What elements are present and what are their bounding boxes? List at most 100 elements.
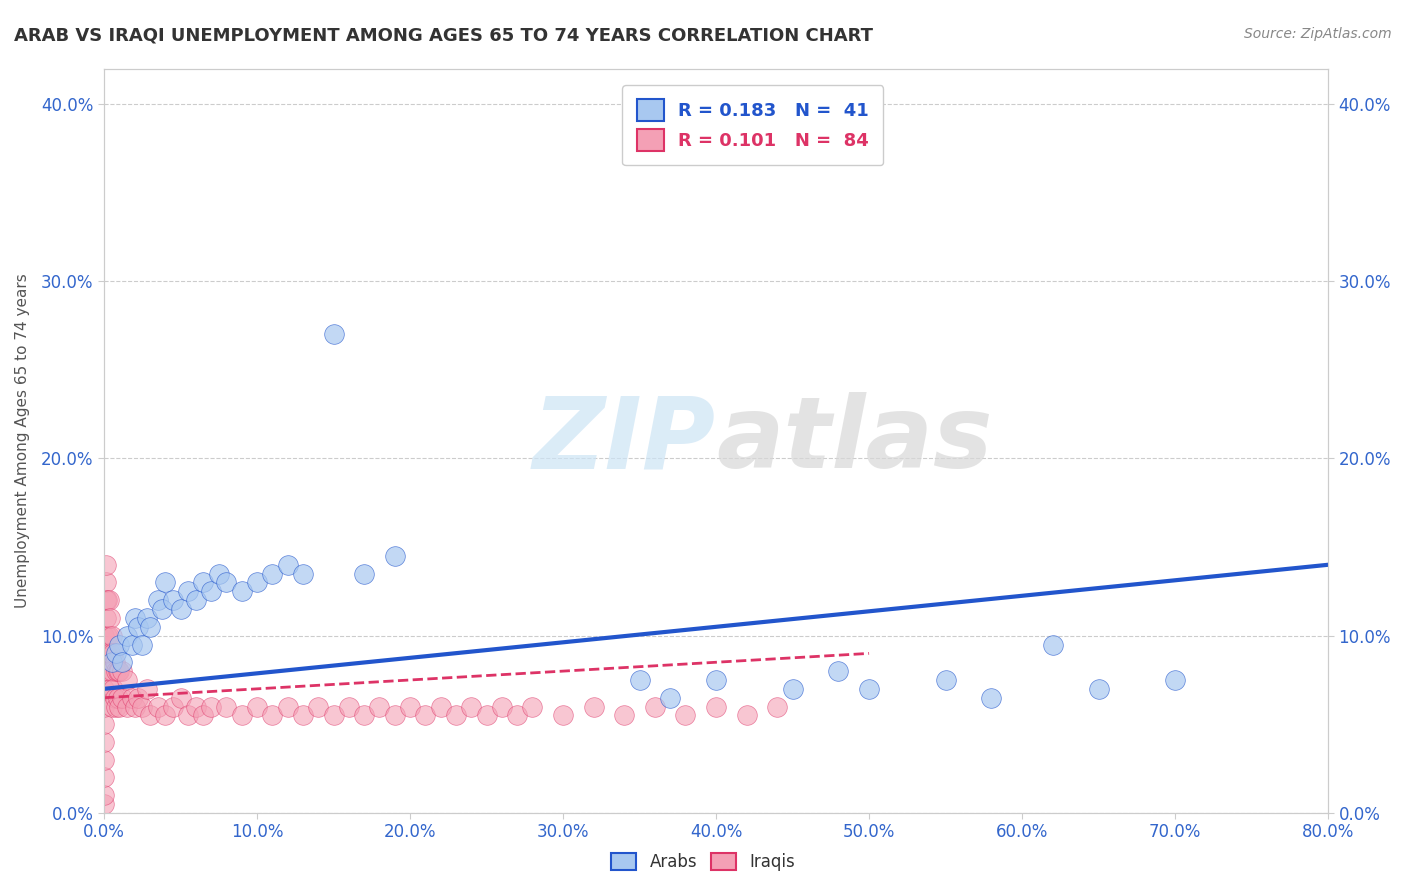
Text: atlas: atlas <box>716 392 993 489</box>
Point <box>491 699 513 714</box>
Point <box>506 708 529 723</box>
Point <box>1164 673 1187 687</box>
Point <box>980 690 1002 705</box>
Point <box>735 708 758 723</box>
Point <box>659 690 682 705</box>
Point <box>162 699 184 714</box>
Point <box>262 566 284 581</box>
Point <box>111 690 134 705</box>
Point <box>184 593 207 607</box>
Point <box>131 638 153 652</box>
Point <box>111 664 134 678</box>
Point <box>93 771 115 785</box>
Point <box>429 699 451 714</box>
Point <box>246 575 269 590</box>
Point <box>135 681 157 696</box>
Point <box>146 593 169 607</box>
Point <box>93 753 115 767</box>
Point <box>103 681 125 696</box>
Point <box>613 708 636 723</box>
Point <box>704 673 727 687</box>
Legend: R = 0.183   N =  41, R = 0.101   N =  84: R = 0.183 N = 41, R = 0.101 N = 84 <box>623 85 883 165</box>
Text: ZIP: ZIP <box>533 392 716 489</box>
Point <box>522 699 544 714</box>
Point <box>107 664 129 678</box>
Point <box>215 699 238 714</box>
Point <box>127 690 149 705</box>
Point <box>115 673 138 687</box>
Legend: Arabs, Iraqis: Arabs, Iraqis <box>603 845 803 880</box>
Point <box>93 629 115 643</box>
Point <box>935 673 957 687</box>
Point <box>215 575 238 590</box>
Point <box>146 699 169 714</box>
Point <box>460 699 482 714</box>
Point <box>337 699 360 714</box>
Point <box>322 327 344 342</box>
Point <box>93 664 115 678</box>
Point <box>766 699 789 714</box>
Point <box>100 664 122 678</box>
Point <box>150 602 173 616</box>
Point <box>107 690 129 705</box>
Point <box>139 708 162 723</box>
Point <box>131 699 153 714</box>
Point <box>97 664 120 678</box>
Point <box>644 699 666 714</box>
Point <box>94 558 117 572</box>
Point <box>782 681 804 696</box>
Point <box>551 708 574 723</box>
Text: ARAB VS IRAQI UNEMPLOYMENT AMONG AGES 65 TO 74 YEARS CORRELATION CHART: ARAB VS IRAQI UNEMPLOYMENT AMONG AGES 65… <box>14 27 873 45</box>
Point <box>444 708 467 723</box>
Point <box>108 699 131 714</box>
Point <box>277 699 299 714</box>
Point <box>291 708 314 723</box>
Point <box>115 629 138 643</box>
Point <box>291 566 314 581</box>
Point <box>262 708 284 723</box>
Point <box>93 735 115 749</box>
Point <box>231 584 253 599</box>
Point <box>97 629 120 643</box>
Point <box>200 699 222 714</box>
Point <box>94 611 117 625</box>
Point <box>475 708 498 723</box>
Point <box>100 655 122 669</box>
Point <box>108 638 131 652</box>
Point <box>368 699 391 714</box>
Point <box>277 558 299 572</box>
Point <box>115 699 138 714</box>
Point <box>322 708 344 723</box>
Point <box>93 717 115 731</box>
Point <box>105 699 128 714</box>
Point <box>103 647 125 661</box>
Point <box>100 699 122 714</box>
Point <box>108 664 131 678</box>
Point <box>139 620 162 634</box>
Point <box>155 708 177 723</box>
Point <box>121 690 143 705</box>
Point <box>384 549 406 563</box>
Point <box>208 566 231 581</box>
Point <box>94 575 117 590</box>
Point <box>628 673 651 687</box>
Point <box>162 593 184 607</box>
Point <box>169 690 191 705</box>
Point <box>675 708 697 723</box>
Point <box>200 584 222 599</box>
Point <box>193 575 215 590</box>
Point <box>231 708 253 723</box>
Point <box>384 708 406 723</box>
Point <box>1087 681 1109 696</box>
Point <box>169 602 191 616</box>
Point <box>96 593 118 607</box>
Point <box>105 664 128 678</box>
Point <box>96 629 118 643</box>
Point <box>93 681 115 696</box>
Point <box>96 647 118 661</box>
Point <box>193 708 215 723</box>
Point <box>104 655 127 669</box>
Point <box>100 629 122 643</box>
Point <box>704 699 727 714</box>
Point <box>184 699 207 714</box>
